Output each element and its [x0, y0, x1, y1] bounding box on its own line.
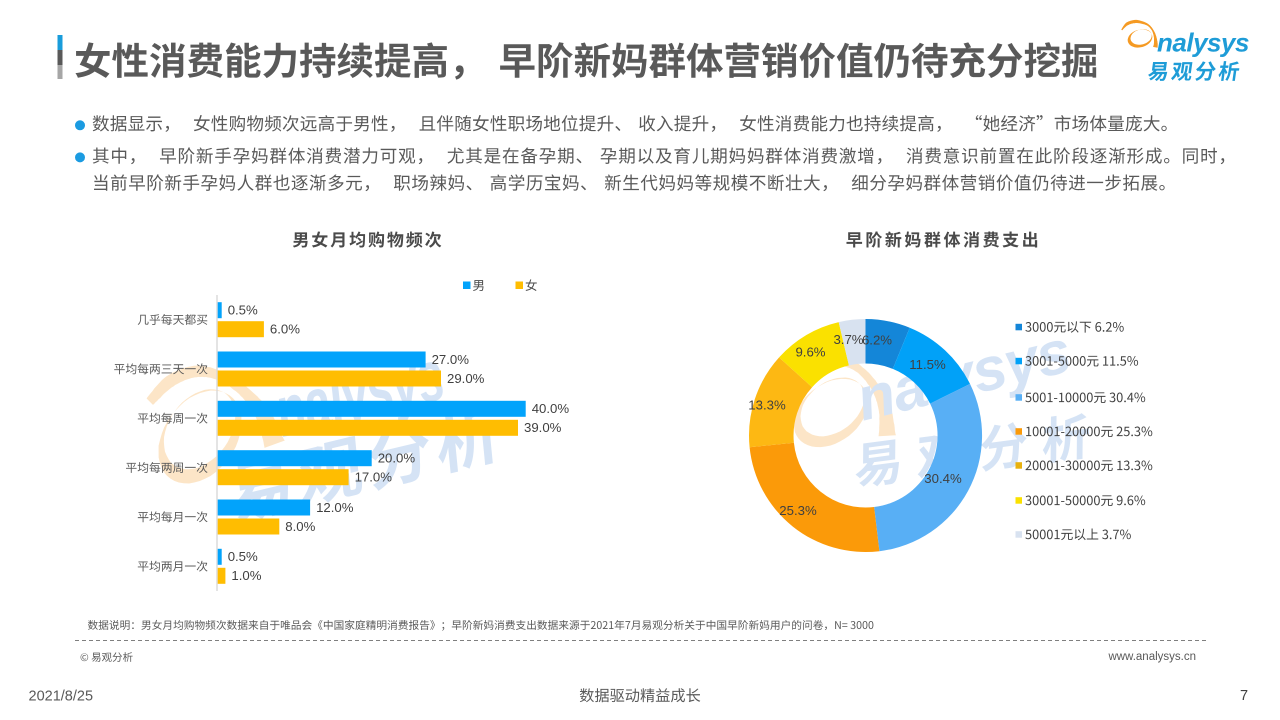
svg-text:7: 7	[1240, 688, 1248, 704]
svg-text:25.3%: 25.3%	[779, 503, 817, 518]
svg-text:17.0%: 17.0%	[355, 470, 393, 485]
svg-text:39.0%: 39.0%	[524, 420, 562, 435]
svg-text:11.5%: 11.5%	[909, 357, 946, 372]
svg-text:40.0%: 40.0%	[532, 401, 570, 416]
svg-text:27.0%: 27.0%	[432, 352, 470, 367]
svg-text:1.0%: 1.0%	[231, 568, 261, 583]
svg-text:0.5%: 0.5%	[228, 303, 258, 318]
svg-text:6.2%: 6.2%	[862, 333, 892, 348]
svg-text:9.6%: 9.6%	[795, 345, 825, 360]
svg-text:0.5%: 0.5%	[228, 549, 258, 564]
svg-text:30.4%: 30.4%	[924, 471, 962, 486]
svg-text:6.0%: 6.0%	[270, 322, 300, 337]
svg-text:13.3%: 13.3%	[748, 398, 786, 413]
svg-text:8.0%: 8.0%	[285, 519, 315, 534]
svg-text:nalysys: nalysys	[1157, 28, 1249, 58]
svg-text:20.0%: 20.0%	[378, 451, 416, 466]
svg-text:2021/8/25: 2021/8/25	[29, 689, 94, 705]
svg-text:www.analysys.cn: www.analysys.cn	[1107, 651, 1196, 663]
svg-text:3.7%: 3.7%	[833, 332, 863, 347]
svg-text:12.0%: 12.0%	[316, 500, 354, 515]
svg-text:29.0%: 29.0%	[447, 371, 485, 386]
